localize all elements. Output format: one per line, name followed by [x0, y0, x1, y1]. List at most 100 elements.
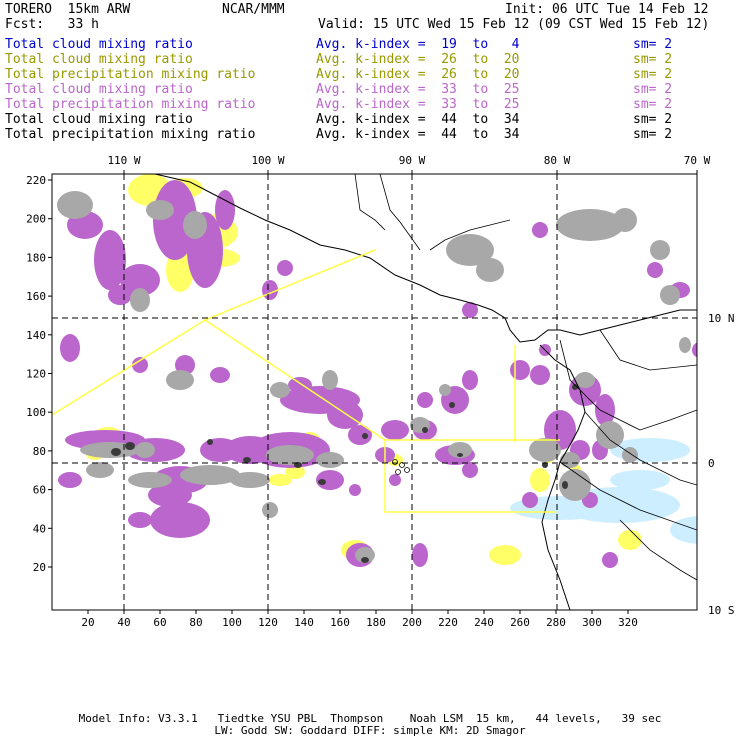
- longitude-label: 110 W: [107, 154, 140, 167]
- yellow-cloud-patch: [489, 545, 521, 565]
- dark-cloud-core: [243, 457, 251, 463]
- init-time: Init: 06 UTC Tue 14 Feb 12: [505, 2, 709, 17]
- country-border: [429, 219, 511, 251]
- y-tick-label: 180: [26, 251, 46, 264]
- country-border: [354, 174, 386, 231]
- purple-cloud-patch: [381, 420, 409, 440]
- gray-cloud-patch: [180, 465, 240, 485]
- legend-kindex: Avg. k-index = 44 to 34: [316, 127, 520, 142]
- purple-cloud-patch: [58, 472, 82, 488]
- x-tick-label: 160: [330, 616, 350, 629]
- gray-cloud-patch: [316, 452, 344, 468]
- x-tick-label: 220: [438, 616, 458, 629]
- legend-kindex: Avg. k-index = 33 to 25: [316, 82, 520, 97]
- coastline-south-america: [539, 344, 586, 610]
- purple-cloud-patch: [462, 462, 478, 478]
- latitude-label: 10 S: [708, 604, 735, 617]
- gray-cloud-patch: [86, 462, 114, 478]
- purple-cloud-patch: [316, 470, 344, 490]
- x-tick-label: 260: [510, 616, 530, 629]
- purple-cloud-patch: [412, 543, 428, 567]
- legend-sm: sm= 2: [633, 82, 673, 97]
- dark-cloud-core: [111, 448, 121, 456]
- legend-field: Total precipitation mixing ratio: [5, 97, 256, 112]
- gray-cloud-patch: [679, 337, 691, 353]
- purple-cloud-patch: [150, 502, 210, 538]
- legend-sm: sm= 2: [633, 97, 673, 112]
- plot-frame: [51, 173, 698, 611]
- purple-cloud-patch: [94, 230, 126, 290]
- legend-sm: sm= 2: [633, 127, 673, 142]
- purple-cloud-patch: [215, 190, 235, 230]
- gray-cloud-patch: [575, 372, 595, 388]
- gray-cloud-patch: [446, 234, 494, 266]
- dark-cloud-core: [457, 453, 463, 457]
- y-tick-label: 40: [33, 522, 46, 535]
- purple-cloud-patch: [522, 492, 538, 508]
- gray-cloud-patch: [560, 452, 580, 468]
- legend-field: Total cloud mixing ratio: [5, 82, 193, 97]
- y-tick-label: 200: [26, 213, 46, 226]
- country-border: [379, 174, 421, 251]
- island-outline: [392, 459, 398, 465]
- purple-cloud-patch: [647, 262, 663, 278]
- gray-cloud-patch: [660, 285, 680, 305]
- purple-cloud-patch: [210, 367, 230, 383]
- purple-cloud-patch: [389, 474, 401, 486]
- valid-time: Valid: 15 UTC Wed 15 Feb 12 (09 CST Wed …: [318, 17, 710, 32]
- x-tick-label: 200: [402, 616, 422, 629]
- purple-cloud-patch: [348, 425, 372, 445]
- island-outline: [395, 469, 401, 475]
- x-tick-label: 100: [222, 616, 242, 629]
- legend-kindex: Avg. k-index = 26 to 20: [316, 52, 520, 67]
- weather-map: 110 W 100 W 90 W 80 W 70 W 10 N 0 10 S 20 40 60 80 1…: [26, 154, 735, 629]
- gray-cloud-patch: [146, 200, 174, 220]
- legend-field: Total precipitation mixing ratio: [5, 67, 256, 82]
- purple-cloud-patch: [277, 260, 293, 276]
- island-outline: [404, 467, 410, 473]
- x-tick-label: 60: [153, 616, 166, 629]
- y-tick-label: 220: [26, 174, 46, 187]
- domain-outline: [384, 440, 555, 513]
- forecast-hour: Fcst: 33 h: [5, 17, 99, 32]
- legend-field: Total precipitation mixing ratio: [5, 127, 256, 142]
- legend-sm: sm= 2: [633, 67, 673, 82]
- legend-sm: sm= 2: [633, 112, 673, 127]
- y-tick-label: 20: [33, 561, 46, 574]
- latitude-label: 10 N: [708, 312, 735, 325]
- purple-cloud-patch: [60, 334, 80, 362]
- gray-cloud-patch: [230, 472, 270, 488]
- model-title: TORERO 15km ARW: [5, 2, 131, 17]
- longitude-label: 80 W: [544, 154, 571, 167]
- legend-kindex: Avg. k-index = 19 to 4: [316, 37, 520, 52]
- purple-cloud-patch: [530, 365, 550, 385]
- dark-cloud-core: [318, 479, 326, 485]
- country-border: [559, 339, 697, 431]
- legend-kindex: Avg. k-index = 33 to 25: [316, 97, 520, 112]
- country-border: [599, 329, 697, 371]
- x-tick-label: 140: [294, 616, 314, 629]
- x-tick-label: 240: [474, 616, 494, 629]
- gray-cloud-patch: [322, 370, 338, 390]
- country-border: [584, 411, 697, 486]
- x-tick-label: 40: [117, 616, 130, 629]
- purple-cloud-patch: [692, 342, 697, 358]
- purple-cloud-patch: [532, 222, 548, 238]
- yellow-cloud-patch: [530, 468, 550, 492]
- longitude-label: 70 W: [684, 154, 711, 167]
- purple-cloud-patch: [148, 483, 192, 507]
- purple-cloud-patch: [510, 360, 530, 380]
- gray-cloud-patch: [128, 472, 172, 488]
- purple-cloud-patch: [602, 552, 618, 568]
- country-border: [619, 519, 697, 581]
- gray-cloud-patch: [448, 442, 472, 458]
- latitude-label: 0: [708, 457, 715, 470]
- gray-cloud-patch: [270, 382, 290, 398]
- x-tick-label: 320: [618, 616, 638, 629]
- dark-cloud-core: [125, 442, 135, 450]
- purple-cloud-patch: [132, 357, 148, 373]
- purple-cloud-patch: [349, 484, 361, 496]
- dark-cloud-core: [207, 439, 213, 445]
- purple-cloud-patch: [462, 370, 478, 390]
- gray-cloud-patch: [135, 442, 155, 458]
